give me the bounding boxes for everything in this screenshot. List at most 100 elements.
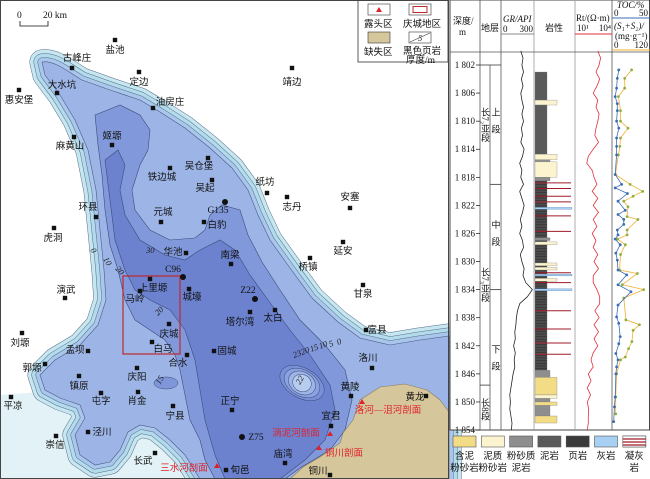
town-label: 长武: [133, 455, 153, 467]
log-column-dividers: [450, 0, 650, 430]
toc-point: [616, 213, 620, 216]
log-tracks: 1 802 1 806 1 810 1 814 1 818 1 822 1 826 1 830…: [455, 50, 645, 435]
town-label: 合水: [168, 357, 188, 369]
town-marker-icon: [247, 309, 253, 315]
s1s2-point: [614, 412, 618, 416]
town-label: 富县: [367, 324, 386, 336]
outcrop-triangle-icon: [376, 7, 382, 12]
town-label: 姬塬: [102, 130, 122, 142]
legend-label: 泥岩: [512, 462, 531, 474]
s1s2-point: [635, 272, 639, 275]
town-marker-icon: [69, 65, 75, 71]
town-label: 黄龙: [405, 391, 425, 403]
town-marker-icon: [328, 423, 334, 429]
legend-thickness-label-line2: 厚度/m: [406, 54, 436, 66]
lithology-bed-silty_mudstone: [534, 159, 551, 163]
section-label[interactable]: 洛河—沮河剖面: [355, 404, 422, 416]
s1s2-point: [631, 194, 635, 198]
town-marker-icon: [149, 339, 155, 345]
town-label: 油房庄: [156, 96, 185, 108]
legend-swatch-argillaceous_siltstone: [480, 435, 505, 448]
legend-label: 岩: [630, 462, 640, 474]
town-marker-icon: [327, 472, 333, 478]
town-label: 宁县: [165, 410, 184, 422]
town-label: 延安: [333, 245, 352, 257]
lithology-bed-muddy_siltstone: [534, 377, 558, 396]
section-label[interactable]: 三水河剖面: [160, 462, 208, 474]
toc-point: [615, 109, 619, 113]
town-marker-icon: [211, 348, 217, 354]
town-marker-icon: [183, 250, 189, 256]
town-marker-icon: [307, 255, 313, 261]
well-label: Z75: [248, 433, 264, 443]
town-marker-icon: [209, 177, 215, 183]
section-label: 下段: [491, 345, 501, 379]
study-area-rectangle[interactable]: [122, 275, 181, 355]
header-gr-max: 300: [520, 24, 534, 34]
town-label: 安塞: [340, 191, 360, 203]
legend-missing-area-swatch: [367, 31, 391, 44]
depth-tick-label: 1 806: [455, 88, 476, 98]
town-marker-icon: [360, 282, 366, 288]
legend-missing-area-label: 缺失区: [364, 46, 393, 58]
town-label: 南梁: [220, 249, 240, 261]
lithology-bed-silty_mudstone: [534, 370, 551, 378]
toc-point: [625, 273, 629, 277]
s1s2-point: [623, 243, 627, 247]
thickness-lens-15m: [153, 376, 179, 390]
section-label: 上段: [491, 108, 501, 142]
town-marker-icon: [166, 321, 172, 327]
town-label: 虎洞: [43, 232, 62, 244]
s1s2-point: [626, 126, 630, 130]
study-area-rect-icon: [412, 6, 428, 13]
toc-point: [615, 153, 618, 157]
well-label: G135: [207, 206, 228, 216]
header-gr: GR/API: [503, 14, 532, 24]
s1s2-point: [620, 283, 624, 287]
thickness-bands: [27, 49, 462, 479]
toc-point: [614, 352, 618, 355]
depth-tick-label: 1 826: [455, 228, 476, 238]
header-toc-min: 0: [614, 8, 619, 18]
town-marker-icon: [76, 373, 82, 379]
town-label: 刘塬: [10, 337, 30, 349]
town-marker-icon: [201, 219, 207, 225]
section-label[interactable]: 铜川剖面: [325, 447, 363, 459]
town-label: 屯字: [91, 395, 110, 407]
s1s2-point: [619, 136, 622, 140]
toc-point: [617, 126, 621, 130]
s1s2-point: [622, 199, 626, 203]
s1s2-point: [616, 237, 619, 241]
town-marker-icon: [223, 467, 229, 473]
legend-swatch-limestone: [594, 435, 618, 448]
town-marker-icon: [347, 205, 353, 211]
town-label: 旬邑: [230, 464, 249, 476]
s1s2-point: [630, 340, 634, 343]
header-toc-max: 50: [639, 8, 649, 18]
s1s2-point: [619, 358, 622, 362]
town-marker-icon: [71, 134, 77, 140]
town-label: 上里塬: [139, 283, 168, 294]
limestone-bed: [534, 207, 573, 210]
scale-bar-label: 20 km: [43, 11, 68, 21]
town-marker-icon: [348, 393, 354, 399]
contour-label: 5: [327, 338, 334, 349]
town-label: 塔尔湾: [226, 316, 255, 328]
town-marker-icon: [54, 90, 60, 96]
toc-point: [615, 102, 619, 106]
town-marker-icon: [134, 365, 140, 371]
s1s2-point: [624, 318, 628, 322]
town-label: 肖金: [127, 395, 147, 407]
section-label[interactable]: 淌泥河剖面: [272, 427, 320, 439]
outcrop-triangle-icon: [327, 431, 333, 436]
toc-point: [614, 251, 618, 255]
town-label: 盐池: [105, 44, 125, 56]
town-marker-icon: [289, 65, 295, 71]
town-label: 太白: [263, 312, 282, 324]
header-s1s2: (S₁+S₂)/: [614, 21, 645, 31]
well-marker-icon: [252, 296, 258, 302]
member-label: 长7₂亚段: [480, 106, 490, 143]
lithology-bed-silty_mudstone: [534, 398, 551, 403]
